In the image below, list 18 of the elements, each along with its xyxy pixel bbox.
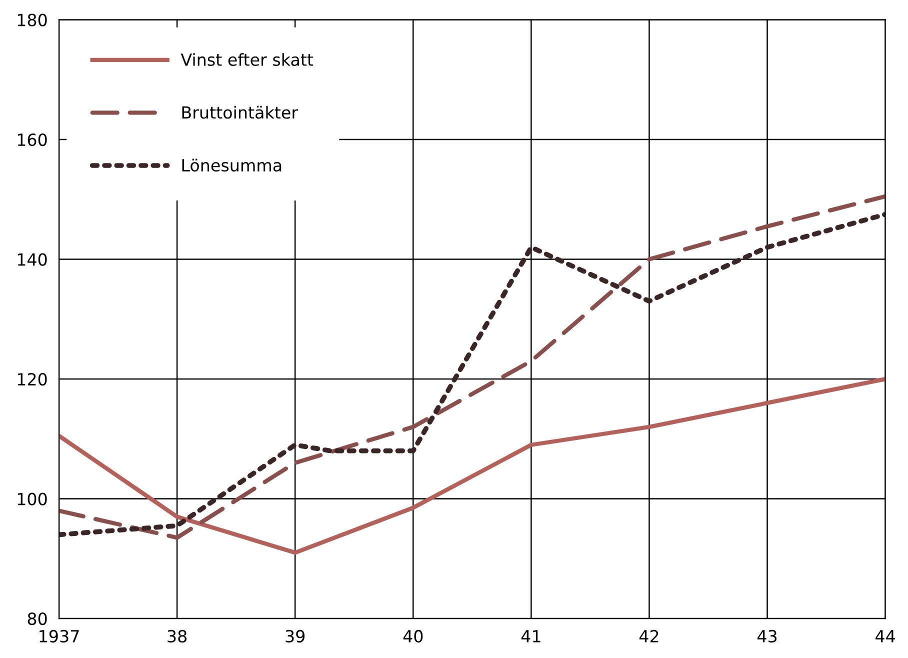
legend-label: Vinst efter skatt	[180, 53, 314, 66]
x-tick-label: 43	[757, 630, 777, 643]
y-tick-label: 140	[18, 253, 47, 266]
line-series	[59, 376, 886, 555]
y-tick-label: 160	[18, 133, 47, 146]
x-tick-label: 41	[521, 630, 540, 642]
x-tick-label: 38	[168, 630, 187, 643]
y-tick-label: 100	[18, 492, 47, 506]
y-tick-label: 180	[18, 14, 47, 26]
y-tick-label: 80	[28, 612, 47, 626]
x-tick-label: 40	[403, 630, 423, 643]
legend-label: Bruttointäkter	[182, 106, 298, 119]
x-tick-label: 42	[639, 630, 658, 642]
y-tick-label: 120	[18, 372, 47, 386]
x-tick-label: 1937	[40, 630, 79, 643]
x-tick-label: 44	[876, 630, 895, 642]
x-tick-label: 39	[286, 630, 305, 643]
legend-label: Lönesumma	[182, 158, 282, 172]
